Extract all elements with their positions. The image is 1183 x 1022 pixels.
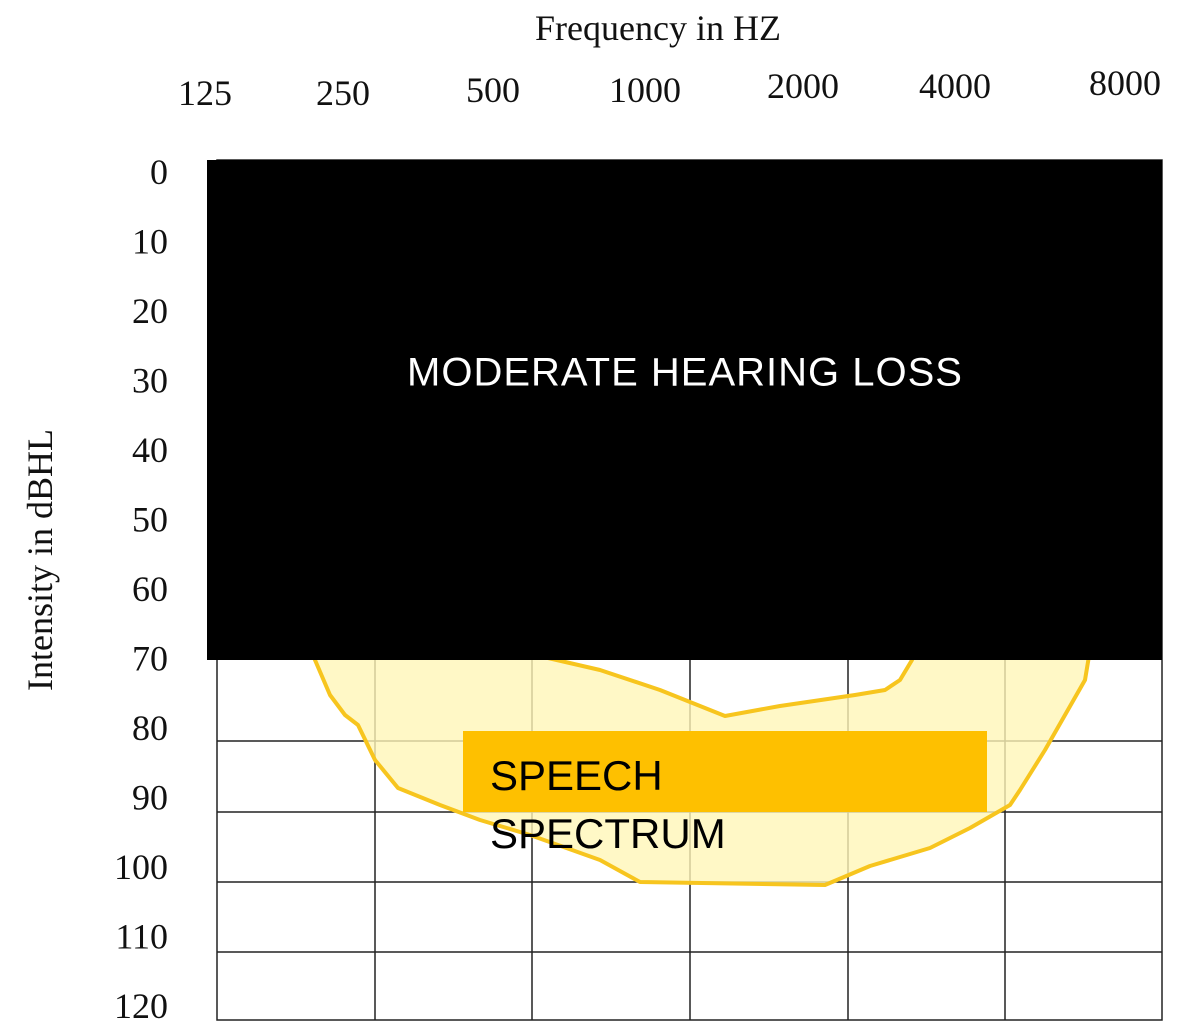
x-title: Frequency in HZ (535, 8, 781, 48)
y-label: 80 (132, 708, 168, 748)
x-label: 2000 (767, 66, 839, 106)
y-label: 10 (132, 222, 168, 262)
y-label: 100 (114, 847, 168, 887)
speech-label: SPEECH (490, 752, 663, 799)
x-label: 125 (178, 73, 232, 113)
y-label: 20 (132, 291, 168, 331)
y-label: 30 (132, 361, 168, 401)
x-label: 8000 (1089, 63, 1161, 103)
y-label: 40 (132, 430, 168, 470)
x-label: 1000 (609, 70, 681, 110)
x-label: 500 (466, 70, 520, 110)
x-labels: 125 250 500 1000 2000 4000 8000 (178, 63, 1161, 113)
x-label: 4000 (919, 66, 991, 106)
y-label: 90 (132, 778, 168, 818)
speech-box (463, 731, 987, 812)
loss-region (207, 160, 1162, 660)
y-label: 120 (114, 986, 168, 1022)
y-label: 50 (132, 500, 168, 540)
x-label: 250 (316, 73, 370, 113)
y-title: Intensity in dBHL (20, 429, 60, 691)
speech-label: SPECTRUM (490, 810, 726, 857)
y-labels: 0 10 20 30 40 50 60 70 80 90 100 110 120 (114, 152, 168, 1022)
y-label: 60 (132, 569, 168, 609)
y-label: 70 (132, 639, 168, 679)
y-label: 0 (150, 152, 168, 192)
loss-label: MODERATE HEARING LOSS (407, 351, 963, 395)
y-label: 110 (115, 917, 168, 957)
